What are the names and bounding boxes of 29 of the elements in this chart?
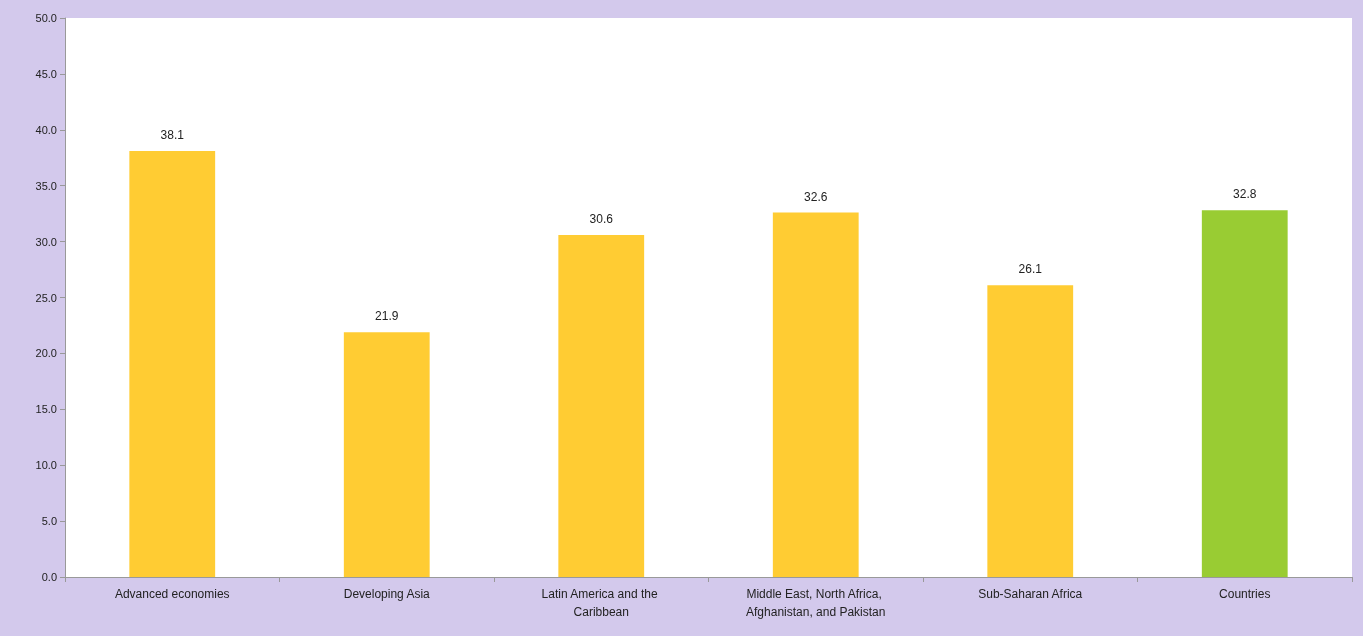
bar: [129, 151, 216, 577]
bar: [1201, 210, 1288, 577]
y-tick-label: 15.0: [35, 403, 57, 416]
data-label: 30.6: [589, 211, 614, 226]
y-tick-label: 5.0: [41, 515, 57, 528]
y-tick-label: 10.0: [35, 459, 57, 472]
x-tick-label: Developing Asia: [343, 587, 431, 601]
y-tick-label: 40.0: [35, 123, 57, 136]
x-tick-label: Middle East, North Africa, Afghanistan, and Pakistan: [746, 587, 886, 619]
bar: [772, 212, 859, 577]
y-tick-label: 0.0: [41, 571, 57, 583]
data-label: 38.1: [160, 128, 185, 143]
bar: [343, 332, 430, 577]
y-tick-label: 30.0: [35, 235, 57, 248]
data-label: 32.6: [804, 189, 828, 204]
data-label: 32.8: [1233, 187, 1257, 202]
bar: [558, 234, 645, 577]
x-tick-label: Latin America and the Caribbean: [541, 587, 661, 619]
x-tick-label: Advanced economies: [114, 587, 230, 601]
x-tick-label: Sub-Saharan Africa: [978, 587, 1083, 601]
y-tick-label: 20.0: [35, 347, 57, 360]
y-tick-label: 50.0: [35, 12, 57, 24]
y-tick-label: 25.0: [35, 291, 57, 304]
x-tick-label: Countries: [1219, 587, 1271, 601]
bar: [987, 285, 1074, 577]
y-tick-label: 35.0: [35, 179, 57, 192]
data-label: 26.1: [1018, 262, 1043, 277]
y-tick-label: 45.0: [35, 67, 57, 80]
data-label: 21.9: [375, 309, 399, 324]
